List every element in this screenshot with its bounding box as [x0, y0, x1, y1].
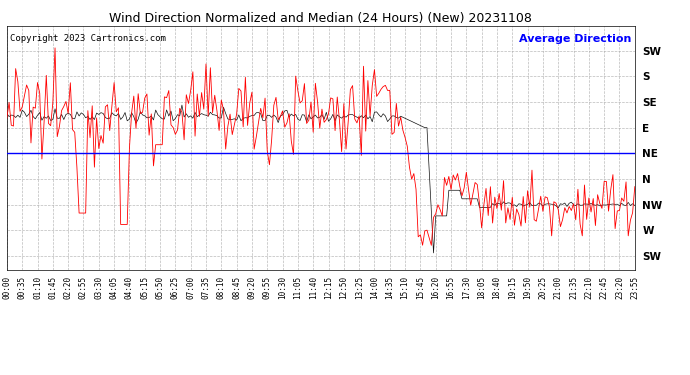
Text: Copyright 2023 Cartronics.com: Copyright 2023 Cartronics.com — [10, 34, 166, 43]
Title: Wind Direction Normalized and Median (24 Hours) (New) 20231108: Wind Direction Normalized and Median (24… — [110, 12, 532, 25]
Text: Average Direction: Average Direction — [520, 34, 631, 44]
